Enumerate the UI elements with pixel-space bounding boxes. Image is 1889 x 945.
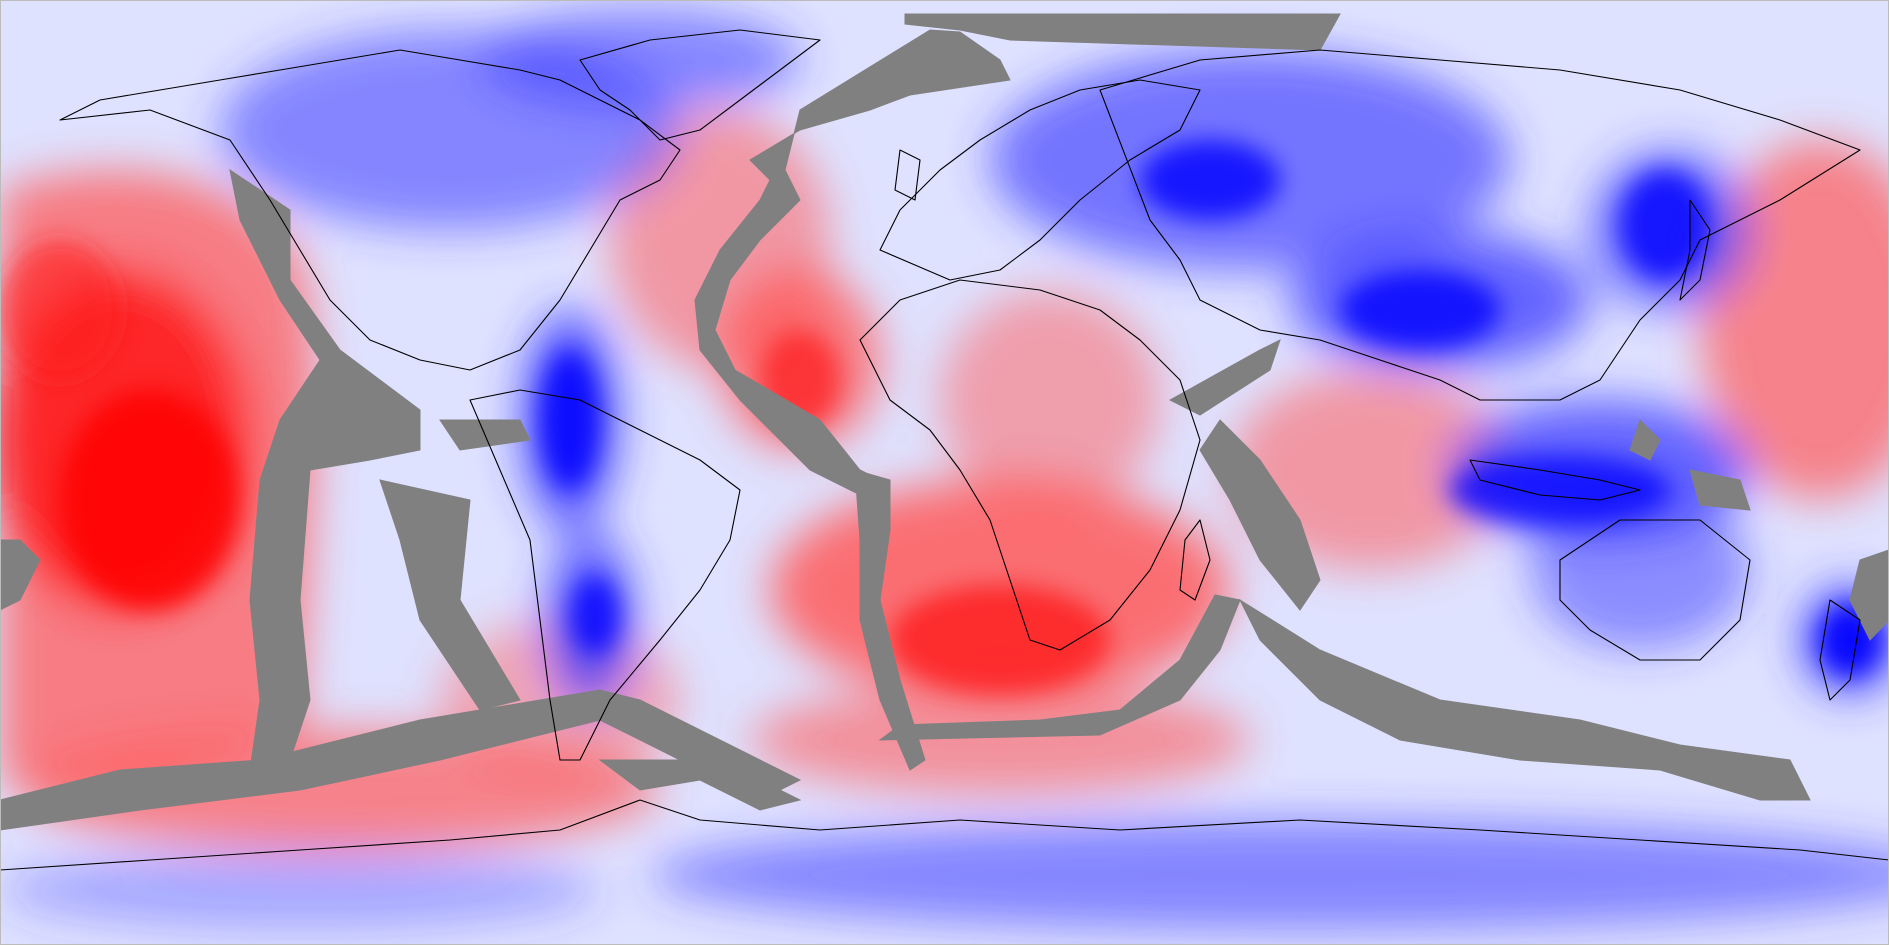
europe-coastline xyxy=(879,79,1201,281)
masked-zones xyxy=(0,13,1889,831)
korea-strong-core xyxy=(1620,170,1710,280)
arctic-ridge-mask xyxy=(904,13,1341,51)
south-america-coastline xyxy=(469,389,741,761)
australia-negative-region xyxy=(1530,490,1750,650)
indonesia-coastline xyxy=(1469,459,1641,501)
central-indian-ridge-mask xyxy=(1199,419,1321,611)
philippine-mask xyxy=(1629,419,1661,461)
antarctica-negative-band xyxy=(650,820,1889,930)
africa-positive-region xyxy=(940,290,1160,510)
new-zealand-coastline xyxy=(1819,599,1861,701)
greenland-negative-region xyxy=(480,10,800,110)
pacific-strong-core xyxy=(60,390,240,610)
antarctica-coastline xyxy=(0,799,1889,871)
antarctica-west-negative-band xyxy=(0,850,600,930)
madagascar-coastline xyxy=(1179,519,1211,601)
mid-atlantic-ridge-south-mask xyxy=(854,469,926,771)
chile-rise-mask xyxy=(379,479,521,711)
ural-strong-core xyxy=(1140,140,1280,220)
africa-coastline xyxy=(859,279,1201,651)
bering-mask xyxy=(0,539,41,611)
southwest-pacific-mask xyxy=(1849,549,1889,641)
north-atlantic-ridge-mask xyxy=(749,29,1011,191)
andes-strong-core xyxy=(540,350,600,490)
anomaly-cores xyxy=(0,140,1880,695)
scotia-arc-mask xyxy=(598,759,802,811)
asia-coastline xyxy=(1099,49,1861,401)
greenland-coastline xyxy=(579,29,821,141)
north-america-coastline xyxy=(59,49,681,371)
red-sea-rift-mask xyxy=(1168,339,1281,416)
southeast-indian-ridge-mask xyxy=(1238,598,1811,801)
south-atlantic-strong-core xyxy=(890,585,1110,695)
british-isles-coastline xyxy=(894,149,921,201)
pacific-north-core xyxy=(0,240,120,380)
south-andes-strong-core xyxy=(570,575,620,655)
japan-coastline xyxy=(1679,199,1711,301)
indonesia-strong-core xyxy=(1450,455,1670,525)
pacific-antarctic-ridge-mask xyxy=(0,689,802,831)
coastlines xyxy=(0,29,1889,871)
southwest-indian-ridge-mask xyxy=(878,594,1241,741)
new-guinea-mask xyxy=(1689,469,1751,511)
east-pacific-rise-mask xyxy=(229,168,421,771)
australia-coastline xyxy=(1559,519,1751,661)
himalaya-strong-core xyxy=(1340,270,1500,350)
